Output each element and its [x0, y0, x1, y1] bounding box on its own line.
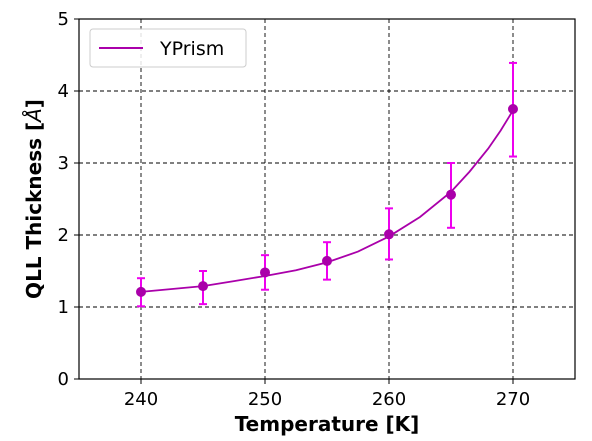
series-yprism — [136, 61, 518, 308]
x-tick-label: 250 — [248, 389, 282, 410]
plot-area-frame — [78, 18, 576, 380]
legend-label-yprism: YPrism — [159, 38, 224, 60]
data-point — [384, 229, 394, 240]
y-axis-label-unit: Å — [22, 108, 46, 124]
y-tick-label: 1 — [58, 297, 69, 318]
data-point — [198, 281, 208, 292]
y-tick-label: 5 — [58, 9, 69, 30]
grid-lines — [79, 18, 575, 380]
x-axis-label: Temperature [K] — [235, 412, 420, 436]
legend-box — [89, 28, 247, 68]
data-point — [136, 286, 146, 297]
axis-ticks: 240 250 260 270 0 1 2 3 4 5 — [58, 9, 531, 410]
fit-curve-line — [140, 109, 514, 293]
y-tick-label: 3 — [58, 153, 69, 174]
x-tick-label: 270 — [496, 389, 530, 410]
y-tick-label: 4 — [58, 81, 69, 102]
data-point — [322, 255, 332, 266]
y-tick-label: 2 — [58, 225, 69, 246]
data-point — [260, 267, 270, 278]
data-point — [446, 189, 456, 200]
y-axis-label: QLL Thickness [Å] — [22, 99, 46, 299]
legend: YPrism — [89, 28, 247, 68]
x-tick-label: 260 — [372, 389, 406, 410]
y-axis-label-close: ] — [22, 99, 46, 108]
y-tick-label: 0 — [58, 369, 69, 390]
y-axis-label-text: QLL Thickness [ — [22, 122, 46, 299]
x-tick-label: 240 — [124, 389, 158, 410]
data-point — [508, 104, 518, 114]
